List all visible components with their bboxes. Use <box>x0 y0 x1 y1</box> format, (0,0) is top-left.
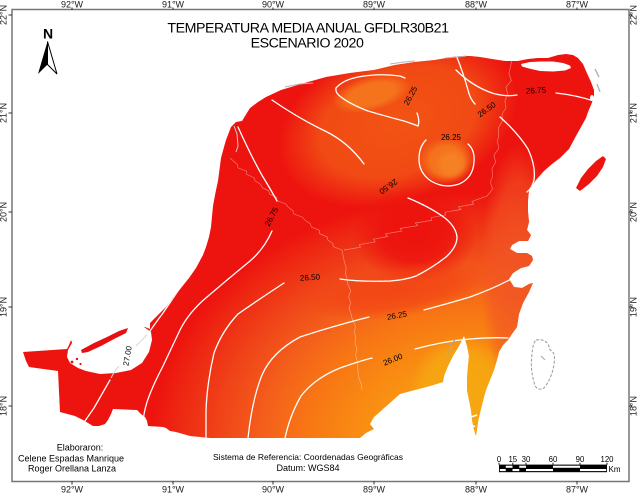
svg-text:89°W: 89°W <box>363 0 386 10</box>
svg-text:18°N: 18°N <box>629 396 639 416</box>
svg-text:18°N: 18°N <box>0 396 9 416</box>
svg-text:87°W: 87°W <box>566 485 589 494</box>
svg-text:90°W: 90°W <box>262 0 285 10</box>
svg-text:Celene Espadas Manrique: Celene Espadas Manrique <box>18 454 124 464</box>
svg-text:ESCENARIO 2020: ESCENARIO 2020 <box>251 36 364 52</box>
svg-text:26.25: 26.25 <box>386 309 408 321</box>
svg-text:92°W: 92°W <box>61 0 84 10</box>
svg-text:26.50: 26.50 <box>300 272 321 282</box>
svg-text:Roger Orellana Lanza: Roger Orellana Lanza <box>28 464 116 474</box>
svg-text:Sistema de Referencia: Coorden: Sistema de Referencia: Coordenadas Geogr… <box>213 452 403 462</box>
svg-text:21°N: 21°N <box>0 103 9 123</box>
svg-text:22°N: 22°N <box>0 5 9 25</box>
svg-text:120: 120 <box>600 455 614 464</box>
svg-text:20°N: 20°N <box>0 202 9 222</box>
svg-text:19°N: 19°N <box>0 297 9 317</box>
svg-text:Elaboraron:: Elaboraron: <box>57 443 104 453</box>
svg-text:22°N: 22°N <box>629 5 639 25</box>
svg-text:0: 0 <box>497 455 502 464</box>
svg-text:90: 90 <box>576 455 585 464</box>
svg-text:88°W: 88°W <box>465 0 488 10</box>
svg-text:91°W: 91°W <box>162 485 185 494</box>
svg-text:90°W: 90°W <box>262 485 285 494</box>
svg-text:89°W: 89°W <box>363 485 386 494</box>
svg-text:88°W: 88°W <box>465 485 488 494</box>
svg-text:30: 30 <box>522 455 531 464</box>
svg-text:20°N: 20°N <box>629 202 639 222</box>
svg-text:87°W: 87°W <box>566 0 589 10</box>
svg-text:26.75: 26.75 <box>526 85 547 95</box>
svg-text:TEMPERATURA MEDIA ANUAL GFDLR3: TEMPERATURA MEDIA ANUAL GFDLR30B21 <box>167 21 449 37</box>
svg-text:60: 60 <box>549 455 558 464</box>
svg-text:Datum: WGS84: Datum: WGS84 <box>276 463 339 473</box>
svg-text:21°N: 21°N <box>629 103 639 123</box>
svg-text:15: 15 <box>508 455 517 464</box>
svg-text:92°W: 92°W <box>61 485 84 494</box>
svg-text:26.25: 26.25 <box>441 133 462 142</box>
svg-text:N: N <box>43 26 53 42</box>
svg-text:Km: Km <box>609 465 621 474</box>
svg-text:19°N: 19°N <box>629 297 639 317</box>
svg-text:27.00: 27.00 <box>121 345 133 367</box>
svg-text:91°W: 91°W <box>162 0 185 10</box>
